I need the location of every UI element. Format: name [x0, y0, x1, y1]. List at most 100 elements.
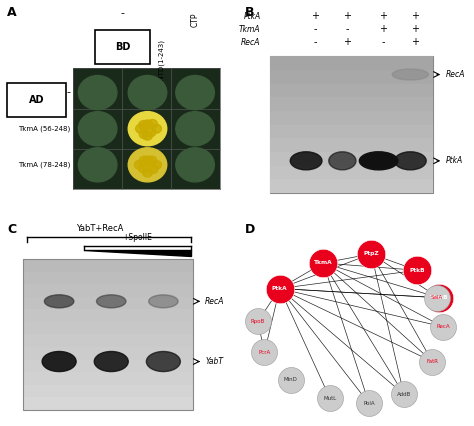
- Ellipse shape: [394, 152, 426, 170]
- Text: PcrA: PcrA: [258, 350, 271, 355]
- Point: [400, 391, 408, 398]
- Text: PolA: PolA: [363, 401, 375, 406]
- Point: [439, 323, 447, 330]
- FancyBboxPatch shape: [7, 83, 66, 117]
- Circle shape: [78, 148, 117, 182]
- Ellipse shape: [45, 295, 74, 308]
- Circle shape: [138, 156, 148, 165]
- FancyBboxPatch shape: [270, 56, 433, 70]
- Text: -: -: [382, 37, 385, 47]
- Text: +: +: [411, 37, 419, 47]
- Point: [433, 294, 440, 301]
- Point: [319, 259, 327, 266]
- Ellipse shape: [329, 152, 356, 170]
- Circle shape: [143, 168, 153, 177]
- Text: +SpoIIE: +SpoIIE: [122, 233, 152, 242]
- Ellipse shape: [392, 69, 428, 80]
- Circle shape: [148, 121, 158, 130]
- FancyBboxPatch shape: [270, 138, 433, 152]
- Point: [326, 394, 334, 401]
- Text: CTP: CTP: [191, 12, 200, 27]
- Point: [261, 349, 268, 356]
- Ellipse shape: [97, 295, 126, 308]
- Circle shape: [137, 121, 147, 130]
- Text: RecA: RecA: [205, 297, 225, 306]
- Circle shape: [146, 164, 156, 173]
- Circle shape: [78, 112, 117, 146]
- Text: TkmA (78-248): TkmA (78-248): [18, 161, 71, 168]
- Point: [287, 376, 294, 383]
- Text: PtkA: PtkA: [244, 12, 261, 21]
- Circle shape: [148, 157, 158, 165]
- Text: -: -: [345, 24, 349, 35]
- Point: [435, 294, 443, 301]
- Text: RecA: RecA: [436, 324, 450, 329]
- Point: [254, 318, 262, 325]
- Ellipse shape: [290, 152, 322, 170]
- Text: AD: AD: [29, 95, 44, 105]
- FancyBboxPatch shape: [270, 111, 433, 125]
- Text: PtkA: PtkA: [446, 156, 463, 165]
- Point: [367, 250, 375, 257]
- Ellipse shape: [42, 351, 76, 371]
- Circle shape: [137, 166, 147, 175]
- Ellipse shape: [359, 152, 398, 170]
- Circle shape: [128, 75, 167, 109]
- Text: SalA: SalA: [430, 295, 443, 300]
- Text: D: D: [245, 223, 255, 236]
- Point: [276, 285, 283, 292]
- FancyBboxPatch shape: [23, 272, 193, 284]
- Text: B: B: [245, 6, 255, 19]
- Circle shape: [143, 132, 153, 141]
- Text: MinD: MinD: [283, 377, 298, 382]
- Point: [413, 267, 421, 273]
- Text: RpoB: RpoB: [251, 319, 265, 324]
- FancyBboxPatch shape: [270, 166, 433, 179]
- Text: FatR: FatR: [426, 359, 438, 364]
- FancyBboxPatch shape: [23, 347, 193, 360]
- FancyBboxPatch shape: [23, 322, 193, 334]
- Text: +: +: [343, 37, 351, 47]
- Circle shape: [148, 130, 158, 138]
- FancyBboxPatch shape: [270, 56, 433, 193]
- Text: -: -: [313, 37, 317, 47]
- Text: YabT: YabT: [205, 357, 223, 366]
- Ellipse shape: [94, 351, 128, 371]
- Circle shape: [78, 75, 117, 109]
- Circle shape: [143, 153, 153, 161]
- FancyBboxPatch shape: [23, 372, 193, 385]
- Text: -: -: [313, 24, 317, 35]
- FancyBboxPatch shape: [23, 284, 193, 297]
- FancyBboxPatch shape: [73, 69, 220, 189]
- Text: RecA NTD(1-243): RecA NTD(1-243): [159, 40, 165, 101]
- FancyBboxPatch shape: [95, 30, 150, 64]
- Text: PtpZ: PtpZ: [364, 251, 379, 256]
- Text: PtkB: PtkB: [409, 268, 425, 273]
- Polygon shape: [84, 250, 191, 256]
- Text: RecA: RecA: [446, 70, 465, 79]
- Text: -: -: [66, 88, 71, 98]
- FancyBboxPatch shape: [270, 152, 433, 166]
- Text: C: C: [7, 223, 16, 236]
- Text: MutL: MutL: [323, 395, 337, 400]
- Ellipse shape: [146, 351, 180, 371]
- Text: +: +: [411, 24, 419, 35]
- Circle shape: [176, 112, 214, 146]
- Text: TkmA: TkmA: [239, 25, 261, 34]
- Text: BD: BD: [115, 43, 130, 52]
- Circle shape: [128, 148, 167, 182]
- Text: +: +: [343, 12, 351, 21]
- Text: +: +: [411, 12, 419, 21]
- Circle shape: [135, 124, 145, 133]
- Text: TkmA (56-248): TkmA (56-248): [18, 125, 71, 132]
- Text: -: -: [120, 8, 125, 18]
- Circle shape: [176, 148, 214, 182]
- FancyBboxPatch shape: [23, 309, 193, 322]
- Point: [428, 358, 436, 365]
- Circle shape: [134, 161, 144, 169]
- Circle shape: [176, 75, 214, 109]
- Text: PtkA: PtkA: [272, 286, 288, 291]
- FancyBboxPatch shape: [270, 70, 433, 84]
- Text: AddB: AddB: [397, 392, 411, 397]
- FancyBboxPatch shape: [270, 98, 433, 111]
